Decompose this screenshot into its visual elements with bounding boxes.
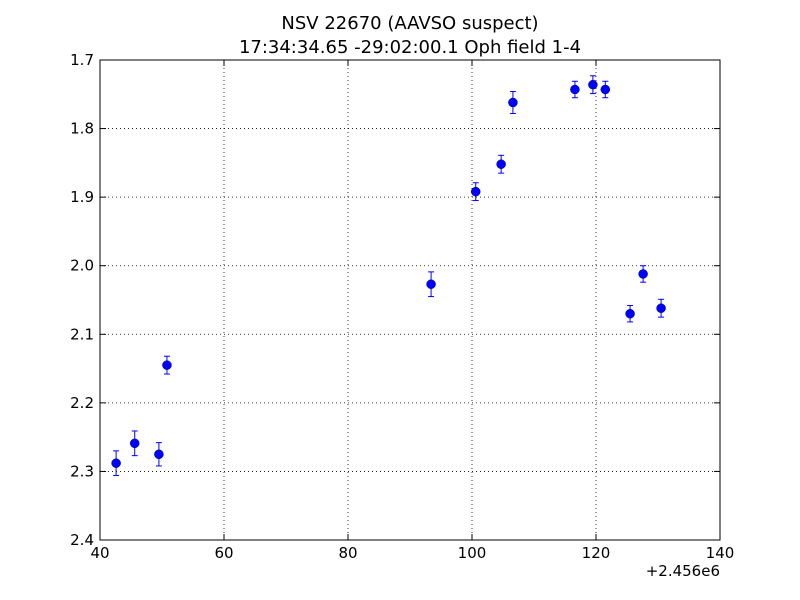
data-point: [656, 303, 666, 313]
axes-frame: [99, 59, 721, 541]
data-point: [588, 79, 598, 90]
x-tick-label: 40: [90, 544, 109, 562]
y-tick-label: 2.4: [70, 531, 94, 549]
data-point: [496, 159, 506, 169]
tick-labels: 40 60 80 100 120 140 1.7 1.8 1.9 2.0 2.1 2.2 2.3 2.4: [70, 51, 734, 562]
chart-title: NSV 22670 (AAVSO suspect): [281, 13, 538, 34]
y-tick-label: 1.9: [70, 188, 94, 206]
data-point: [154, 449, 164, 460]
y-tick-label: 2.1: [70, 325, 94, 343]
data-point: [600, 84, 611, 95]
data-point: [162, 360, 172, 370]
y-tick-label: 2.0: [70, 257, 94, 275]
grid-lines: [100, 60, 720, 540]
chart-subtitle: 17:34:34.65 -29:02:00.1 Oph field 1-4: [239, 37, 581, 58]
y-tick-label: 2.2: [70, 394, 94, 412]
data-point: [508, 97, 518, 108]
data-point: [638, 269, 648, 279]
data-series: [111, 75, 666, 477]
y-tick-label: 1.8: [70, 120, 94, 138]
data-point: [570, 84, 580, 95]
x-tick-label: 60: [214, 544, 233, 562]
x-axis-offset-label: +2.456e6: [646, 562, 720, 580]
data-point: [129, 438, 140, 449]
y-tick-label: 2.3: [70, 462, 94, 480]
data-point: [470, 186, 481, 197]
x-tick-label: 100: [458, 544, 487, 562]
data-point: [111, 458, 121, 468]
x-tick-label: 80: [338, 544, 357, 562]
x-tick-label: 120: [582, 544, 611, 562]
x-tick-label: 140: [706, 544, 735, 562]
data-point: [625, 308, 635, 319]
data-point: [426, 279, 436, 289]
y-tick-label: 1.7: [70, 51, 94, 69]
